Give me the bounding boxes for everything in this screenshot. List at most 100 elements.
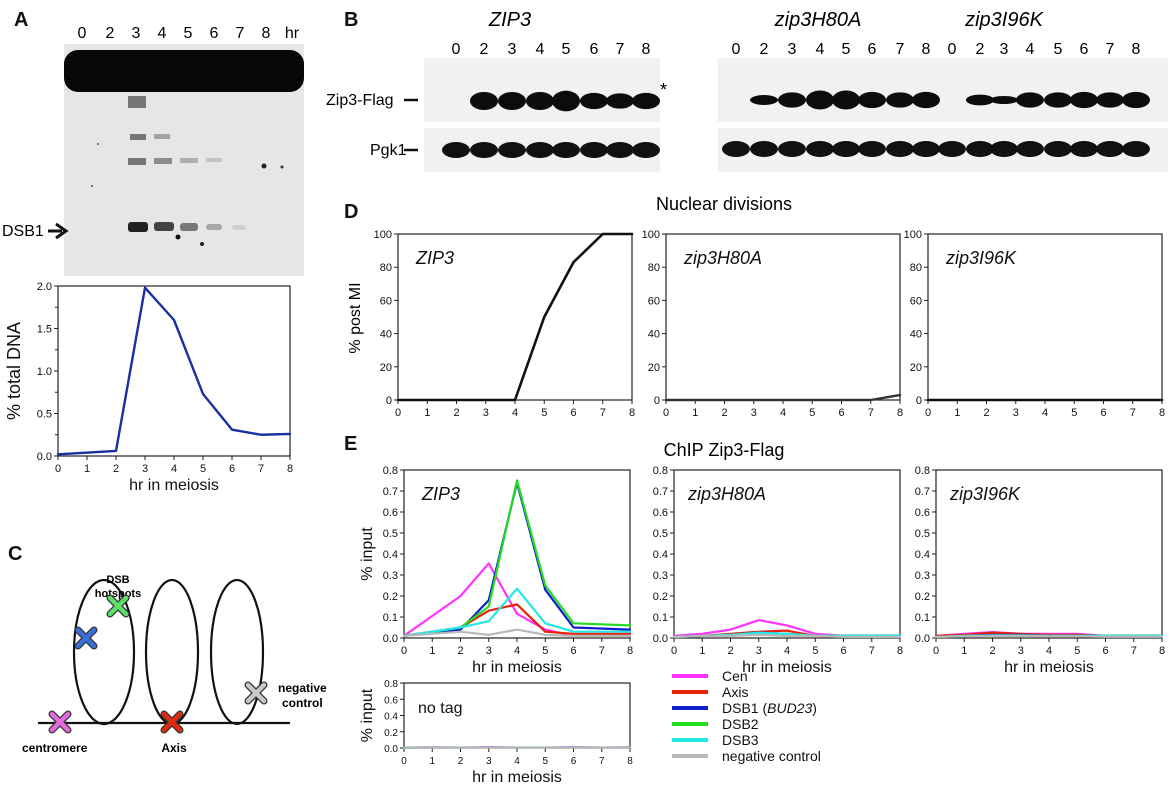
y-tick-label: 0.6	[383, 507, 398, 519]
zip3-flag-band	[526, 92, 554, 110]
zip3-flag-band	[912, 91, 940, 109]
x-tick-label: 8	[287, 463, 293, 475]
legend-label: negative control	[722, 748, 821, 764]
blot-lane-label: 2	[760, 41, 769, 58]
zip3-flag-band	[966, 94, 994, 106]
x-tick-label: 7	[868, 407, 874, 419]
pgk1-band	[1070, 141, 1098, 157]
y-tick-label: 20	[380, 362, 392, 374]
blot-lane-label: 5	[842, 41, 851, 58]
x-tick-label: 0	[395, 407, 401, 419]
x-tick-label: 0	[663, 407, 669, 419]
y-tick-label: 0.2	[653, 591, 668, 603]
series-line	[672, 633, 902, 639]
blot-lane-label: 6	[590, 41, 599, 58]
x-tick-label: 1	[954, 407, 960, 419]
series-line	[402, 587, 632, 638]
y-tick-label: 0.7	[383, 486, 398, 498]
chart-title: zip3H80A	[687, 484, 766, 504]
marker-fill	[245, 682, 267, 704]
y-tick-label: 60	[910, 295, 922, 307]
x-tick-label: 1	[429, 756, 435, 767]
legend-label: DSB3	[722, 732, 759, 748]
y-tick-label: 100	[642, 229, 660, 241]
pgk1-band	[938, 141, 966, 157]
chart-e-zip3: 0 1 2 3 4 5 6 7 8 0.0 0.1 0.2 0.3 0.4 0.5 0.6 0.7 0.8 ZIP3…	[359, 465, 633, 676]
x-tick-label: 3	[1018, 645, 1024, 657]
x-tick-label: 1	[424, 407, 430, 419]
y-tick-label: 0.5	[37, 409, 52, 421]
dsb-hotspot-green-marker-icon	[106, 594, 130, 618]
dsb-hotspots-label-line1: DSB	[106, 574, 129, 586]
panel-label-b: B	[344, 9, 358, 31]
x-tick-label: 1	[429, 645, 435, 657]
zip3-flag-band	[552, 90, 580, 112]
chart-title: ZIP3	[421, 484, 460, 504]
pgk1-band	[1122, 141, 1150, 157]
x-tick-label: 6	[838, 407, 844, 419]
blot-title-zip3: ZIP3	[488, 9, 531, 31]
chromosome-schematic	[38, 578, 290, 726]
y-tick-label: 0.5	[915, 528, 930, 540]
blot-lane-label: 4	[1026, 41, 1035, 58]
y-tick-label: 100	[374, 229, 392, 241]
chart-title: zip3I96K	[945, 248, 1017, 268]
pgk1-band	[552, 142, 580, 158]
x-tick-label: 7	[599, 756, 605, 767]
x-tick-label: 8	[1159, 407, 1165, 419]
negative-control-label-line2: control	[282, 696, 323, 710]
blot-lane-label: 8	[922, 41, 931, 58]
legend-label-gene: BUD23	[767, 700, 812, 716]
zip3-flag-band	[806, 90, 834, 110]
y-axis-label: % total DNA	[4, 322, 24, 420]
zip3-flag-band	[1016, 92, 1044, 108]
x-tick-label: 0	[401, 756, 407, 767]
y-tick-label: 0.6	[653, 507, 668, 519]
pgk1-band	[966, 141, 994, 157]
axis-label: Axis	[161, 741, 187, 755]
blot-lane-label: 6	[1080, 41, 1089, 58]
dsb-hotspots-label-line2: hotspots	[95, 588, 141, 600]
blot-lane-label: 2	[976, 41, 985, 58]
y-tick-label: 80	[380, 262, 392, 274]
x-axis-label: hr in meiosis	[1004, 659, 1094, 676]
chart-title: no tag	[418, 700, 462, 717]
dsb1-label: DSB1	[2, 223, 44, 240]
gel-lane-label: 0	[78, 25, 87, 42]
x-tick-label: 6	[571, 756, 577, 767]
blot-lane-label: 0	[732, 41, 741, 58]
pgk1-band	[990, 141, 1018, 157]
zip3-flag-band	[858, 91, 886, 109]
y-tick-label: 60	[648, 295, 660, 307]
y-tick-label: 0.4	[653, 549, 668, 561]
x-tick-label: 4	[1046, 645, 1052, 657]
x-axis-label: hr in meiosis	[129, 477, 219, 494]
y-tick-label: 0.6	[915, 507, 930, 519]
dsb-hotspot-blue-marker-icon	[74, 626, 98, 650]
x-tick-label: 8	[1159, 645, 1165, 657]
y-tick-label: 0.5	[383, 528, 398, 540]
pgk1-band	[778, 141, 806, 157]
y-tick-label: 0.8	[915, 465, 930, 477]
x-tick-label: 4	[514, 645, 520, 657]
x-tick-label: 5	[809, 407, 815, 419]
gel-lane-labels: 0 2 3 4 5 6 7 8 hr	[78, 25, 300, 42]
x-tick-label: 3	[486, 756, 492, 767]
x-tick-label: 0	[55, 463, 61, 475]
y-tick-label: 0.4	[383, 549, 398, 561]
x-tick-label: 2	[989, 645, 995, 657]
legend-label: DSB2	[722, 716, 759, 732]
pgk1-band	[580, 142, 608, 158]
pgk1-band	[470, 142, 498, 158]
x-tick-label: 2	[457, 645, 463, 657]
x-tick-label: 3	[486, 645, 492, 657]
y-tick-label: 20	[910, 362, 922, 374]
y-tick-label: 80	[910, 262, 922, 274]
x-tick-label: 5	[200, 463, 206, 475]
y-tick-label: 20	[648, 362, 660, 374]
zip3-flag-band	[750, 95, 778, 105]
blot-lane-label: 3	[508, 41, 517, 58]
x-tick-label: 8	[629, 407, 635, 419]
pgk1-band	[912, 141, 940, 157]
